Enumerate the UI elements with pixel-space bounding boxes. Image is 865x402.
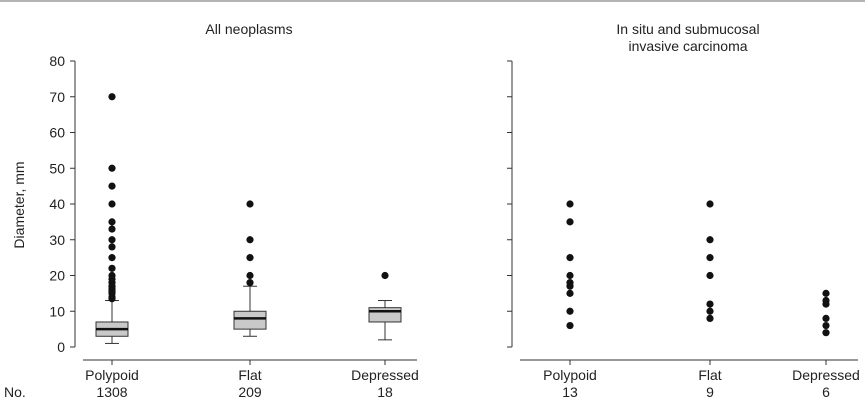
x-tick-label: Polypoid bbox=[543, 367, 597, 383]
data-point bbox=[566, 271, 574, 280]
y-tick-label: 70 bbox=[49, 89, 65, 105]
data-point bbox=[706, 236, 714, 244]
outlier-point bbox=[108, 236, 116, 244]
count-label: 209 bbox=[238, 384, 262, 400]
panel-carcinoma: In situ and submucosal invasive carcinom… bbox=[507, 21, 860, 400]
outlier-point bbox=[246, 236, 254, 244]
data-point bbox=[566, 254, 574, 262]
outlier-point bbox=[108, 93, 116, 101]
x-tick-label: Depressed bbox=[351, 367, 419, 383]
data-point bbox=[706, 200, 714, 208]
data-point bbox=[822, 296, 830, 305]
outlier-point bbox=[108, 271, 116, 280]
data-point bbox=[706, 314, 714, 322]
y-tick-label: 60 bbox=[49, 125, 65, 141]
y-tick-label: 80 bbox=[49, 53, 65, 69]
outlier-point bbox=[108, 182, 116, 190]
data-point bbox=[566, 321, 574, 330]
data-point bbox=[706, 254, 714, 262]
outlier-point bbox=[108, 218, 116, 226]
count-label: 18 bbox=[377, 384, 393, 400]
outlier-point bbox=[381, 271, 389, 280]
counts-label: No. bbox=[4, 384, 26, 400]
outlier-point bbox=[108, 243, 116, 251]
panel-all-neoplasms: All neoplasms Diameter, mm 0 10 20 30 40 50 60… bbox=[4, 21, 419, 400]
count-label: 9 bbox=[706, 384, 714, 400]
y-axis-label: Diameter, mm bbox=[11, 161, 27, 248]
box-iqr bbox=[233, 310, 267, 330]
y-tick-label: 30 bbox=[49, 232, 65, 248]
data-point bbox=[706, 271, 714, 280]
outlier-point bbox=[246, 279, 254, 287]
outlier-point bbox=[108, 264, 116, 272]
x-tick-label: Polypoid bbox=[85, 367, 139, 383]
outlier-point bbox=[108, 200, 116, 208]
data-point bbox=[566, 218, 574, 226]
box-iqr bbox=[368, 307, 402, 323]
y-tick-label: 50 bbox=[49, 160, 65, 176]
data-point bbox=[566, 279, 574, 287]
outlier-point bbox=[246, 271, 254, 280]
x-tick-label: Flat bbox=[698, 367, 721, 383]
y-tick-label: 0 bbox=[57, 339, 65, 355]
data-point bbox=[822, 289, 830, 297]
x-tick-label: Depressed bbox=[792, 367, 860, 383]
panel-title-carcinoma-line2: invasive carcinoma bbox=[628, 38, 747, 54]
data-point bbox=[706, 307, 714, 315]
count-label: 6 bbox=[822, 384, 830, 400]
outlier-point bbox=[108, 225, 116, 233]
y-tick-label: 40 bbox=[49, 196, 65, 212]
data-point bbox=[822, 314, 830, 322]
outlier-point bbox=[108, 164, 116, 172]
outlier-point bbox=[108, 254, 116, 262]
data-point bbox=[822, 321, 830, 330]
data-point bbox=[566, 200, 574, 208]
count-label: 1308 bbox=[96, 384, 127, 400]
outlier-point bbox=[246, 200, 254, 208]
panel-title-all-neoplasms: All neoplasms bbox=[205, 21, 292, 37]
panel-title-carcinoma-line1: In situ and submucosal bbox=[616, 21, 759, 37]
data-point bbox=[566, 289, 574, 297]
y-tick-label: 10 bbox=[49, 303, 65, 319]
right-panel-marks bbox=[566, 200, 830, 337]
outlier-point bbox=[246, 254, 254, 262]
data-point bbox=[822, 329, 830, 337]
count-label: 13 bbox=[562, 384, 578, 400]
data-point bbox=[706, 300, 714, 308]
x-tick-label: Flat bbox=[238, 367, 261, 383]
data-point bbox=[566, 307, 574, 315]
left-panel-marks bbox=[95, 93, 402, 344]
y-tick-label: 20 bbox=[49, 268, 65, 284]
